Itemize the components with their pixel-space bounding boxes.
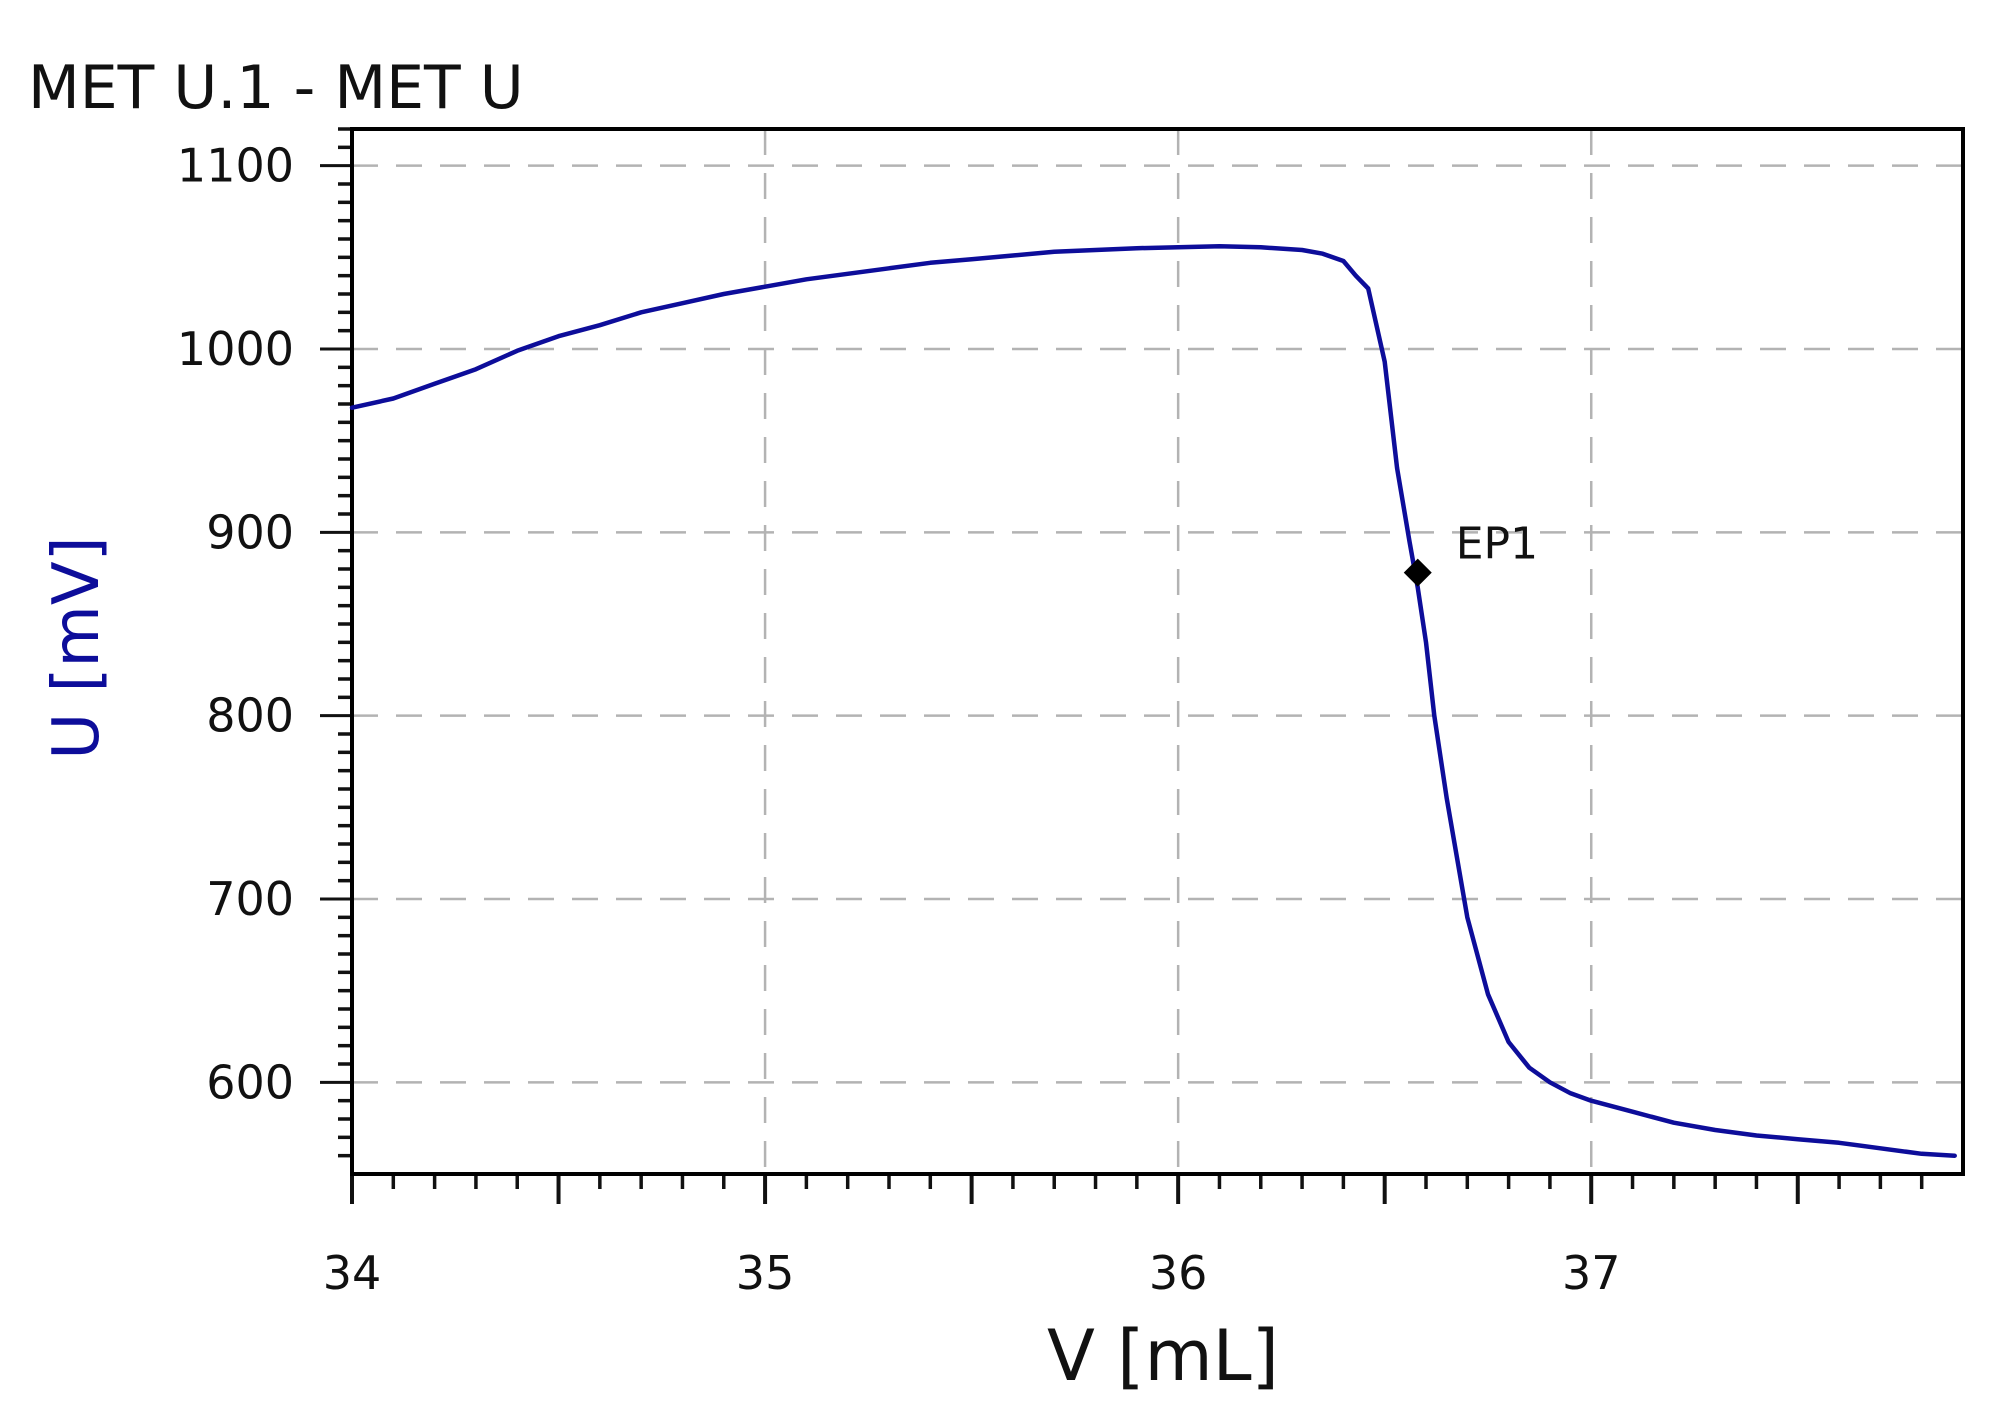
x-tick-label: 35 xyxy=(736,1246,795,1300)
annotations: EP1 xyxy=(1403,519,1538,587)
x-axis-title: V [mL] xyxy=(1047,1315,1279,1397)
endpoint-label: EP1 xyxy=(1456,519,1538,570)
axis-ticks xyxy=(320,127,1924,1204)
endpoint-marker xyxy=(1403,558,1432,587)
y-tick-label: 800 xyxy=(206,689,294,743)
x-tick-label: 37 xyxy=(1562,1246,1621,1300)
grid-lines xyxy=(350,129,1963,1174)
y-tick-label: 900 xyxy=(206,505,294,559)
y-tick-label: 1100 xyxy=(177,139,294,193)
y-tick-label: 700 xyxy=(206,872,294,926)
series-layer xyxy=(349,244,1957,1158)
x-tick-label: 36 xyxy=(1149,1246,1208,1300)
y-tick-label: 600 xyxy=(206,1055,294,1109)
plot-frame xyxy=(350,127,1965,1176)
series-line xyxy=(349,244,1957,1158)
x-tick-label: 34 xyxy=(323,1246,382,1300)
chart-title: MET U.1 - MET U xyxy=(28,53,524,123)
y-tick-label: 1000 xyxy=(177,322,294,376)
tick-labels: 34 35 36 37 600 700 800 900 1000 1100 xyxy=(177,139,1621,1300)
y-axis-title: U [mV] xyxy=(40,536,114,759)
